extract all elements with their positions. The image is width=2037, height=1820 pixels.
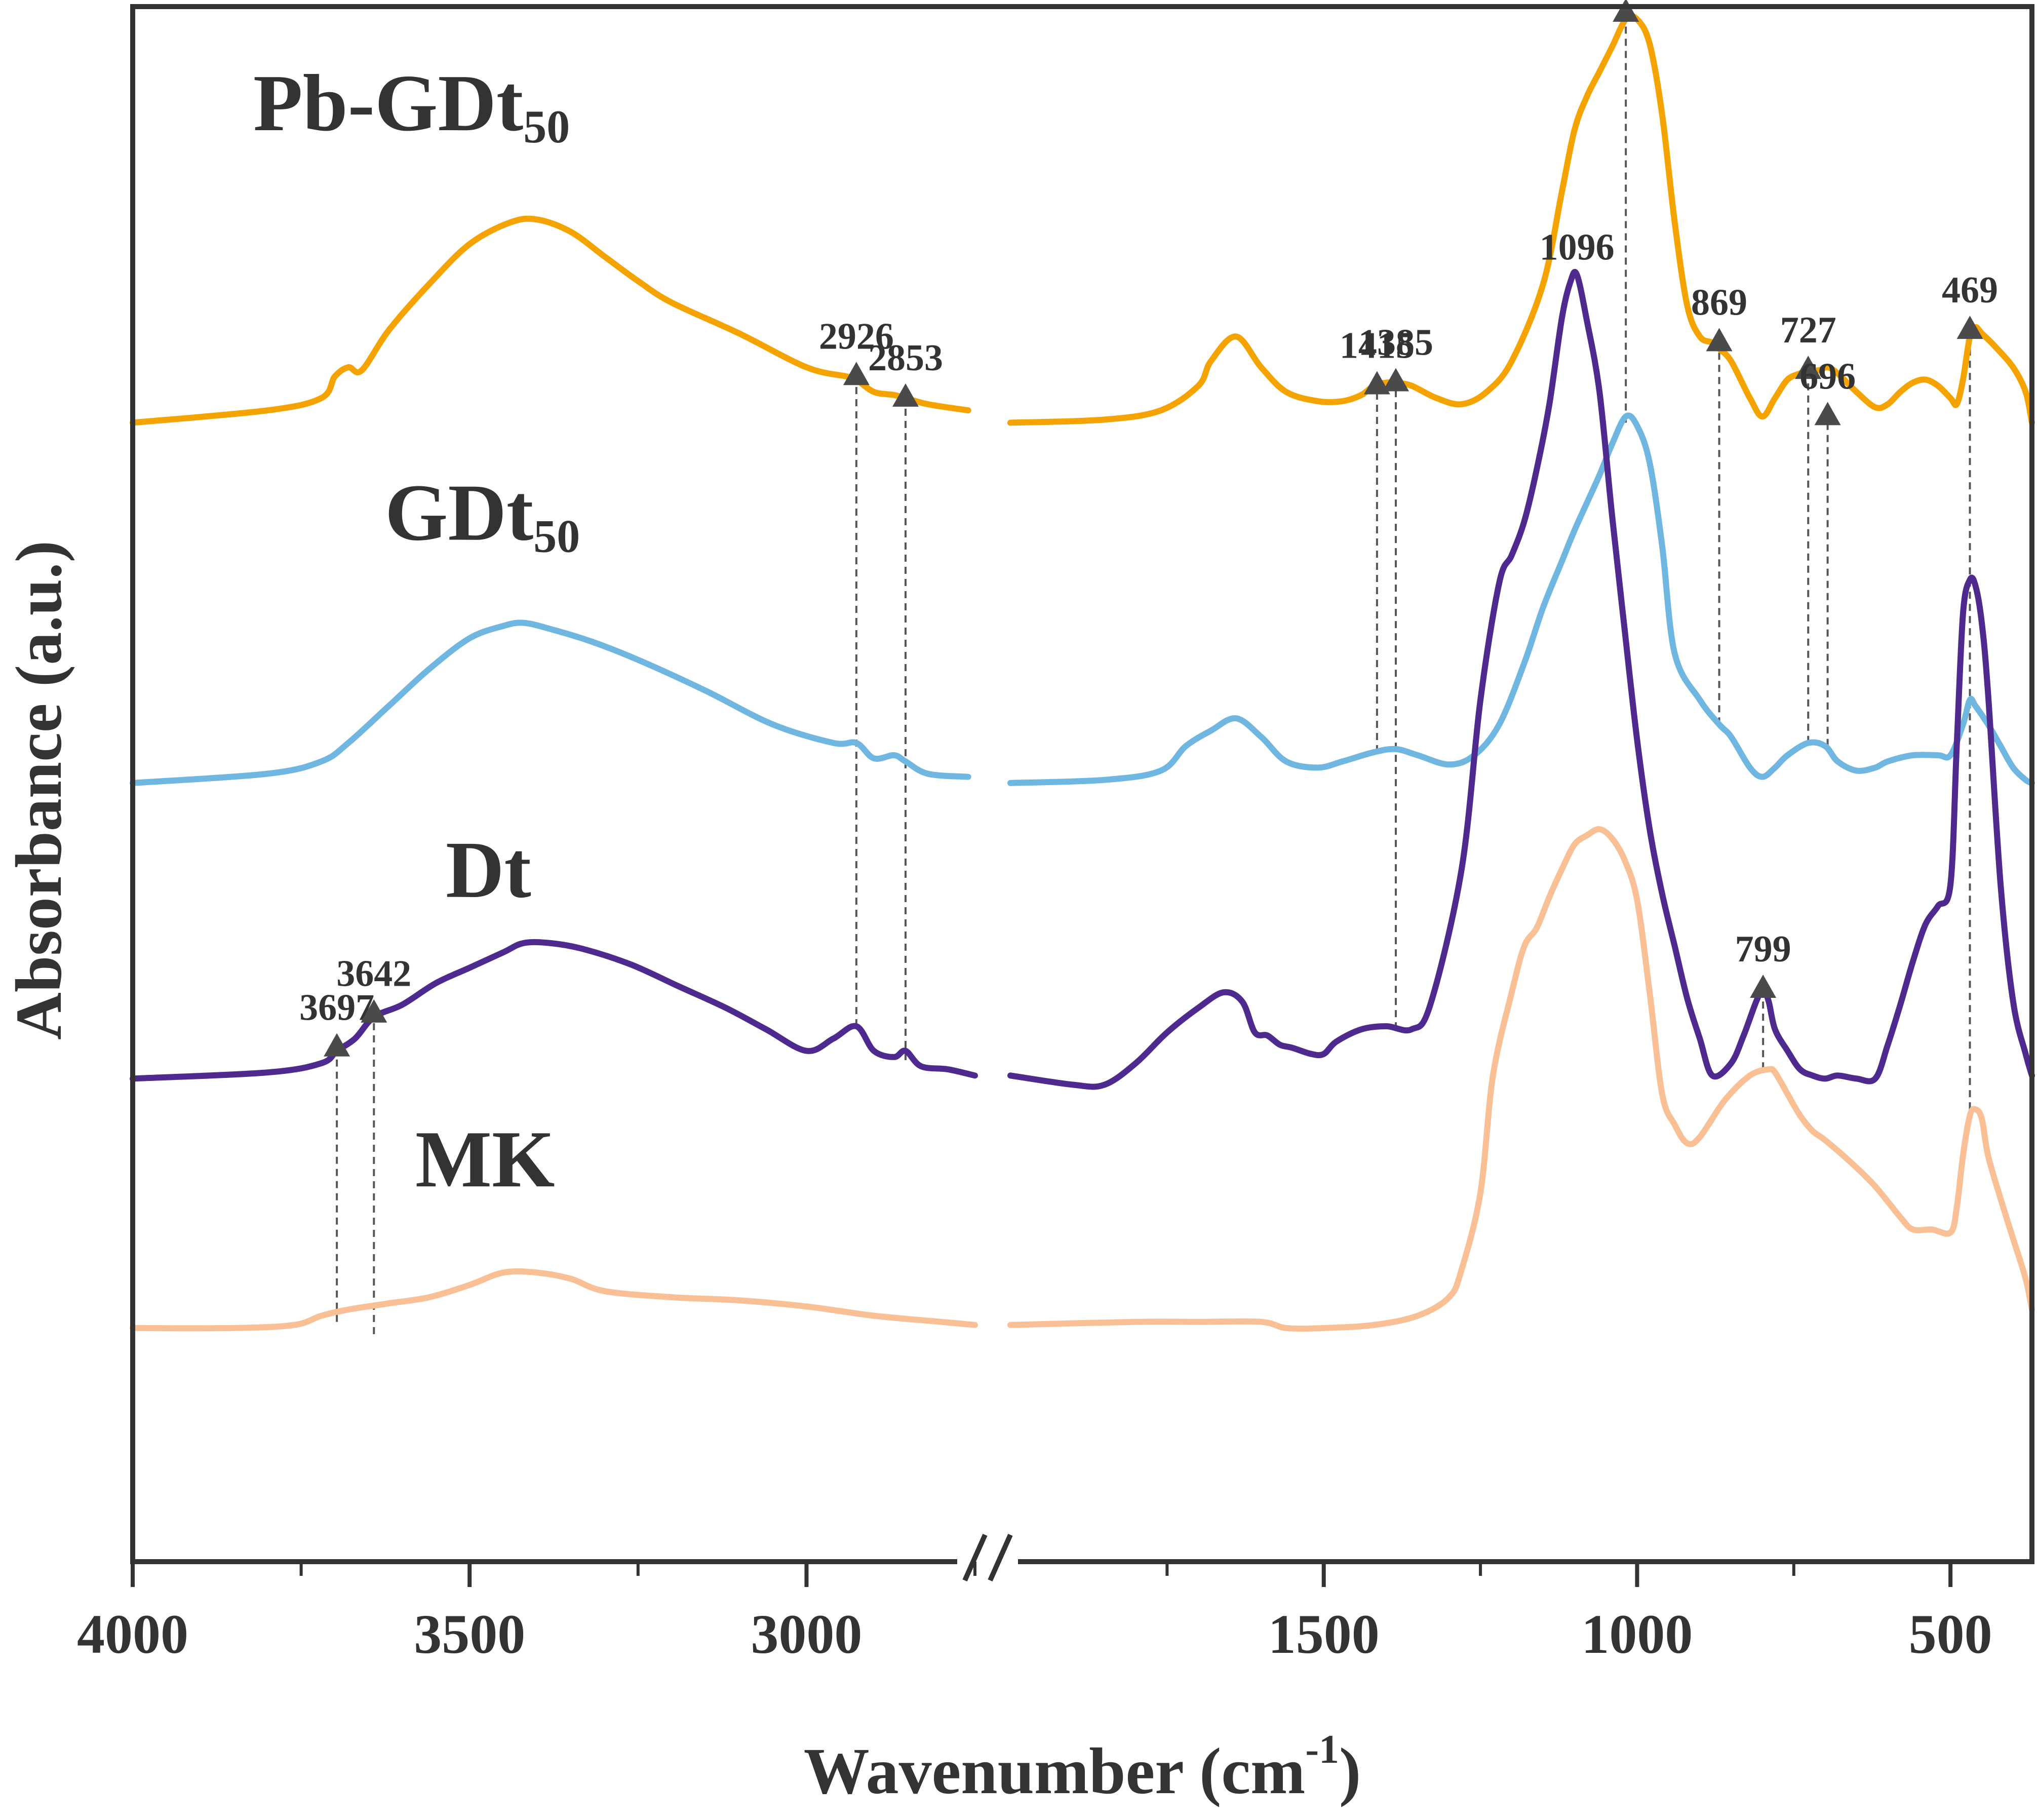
series-label-subscript-gdt: 50 — [533, 510, 580, 562]
series-line-pb-gdt-low — [1007, 13, 2035, 426]
plot-frame — [130, 4, 2034, 1564]
x-tick-label-500: 500 — [1909, 1603, 1992, 1665]
peak-arrow-3697 — [324, 1033, 350, 1057]
peak-label-727: 727 — [1780, 309, 1836, 351]
x-axis-title-text: Wavenumber (cm — [804, 1735, 1306, 1808]
series-label-subscript-pb-gdt: 50 — [523, 101, 570, 152]
peak-label-2926: 2926 — [819, 316, 894, 357]
peak-guides — [336, 20, 1971, 1334]
peak-arrow-869 — [1706, 328, 1733, 352]
peak-label-1385: 1385 — [1358, 322, 1433, 363]
peak-markers: 3697364229262853141513851018109686972769… — [299, 0, 1998, 1057]
peak-arrow-1018 — [1613, 0, 1639, 22]
peak-arrow-696 — [1814, 402, 1841, 425]
axis-break-mark-left — [962, 1533, 988, 1582]
peak-arrow-2853 — [892, 383, 919, 407]
peak-label-696: 696 — [1799, 356, 1856, 397]
peak-arrow-469 — [1956, 316, 1983, 339]
y-axis-title: Absorbance (a.u.) — [3, 540, 75, 1040]
spectrum-lines — [130, 13, 2035, 1332]
peak-arrow-3642 — [361, 999, 387, 1023]
series-label-text-gdt: GDt — [385, 467, 533, 557]
axis-break-mark-right — [988, 1533, 1013, 1582]
x-axis-title-exponent: -1 — [1305, 1727, 1339, 1772]
peak-arrow-799 — [1750, 975, 1777, 998]
x-axis-title-close: ) — [1339, 1735, 1361, 1808]
series-label-text-pb-gdt: Pb-GDt — [253, 58, 523, 148]
series-line-dt-low — [1007, 269, 2035, 1090]
series-label-text-dt: Dt — [446, 825, 531, 915]
series-line-gdt-high — [130, 619, 971, 786]
x-tick-label-1500: 1500 — [1268, 1603, 1380, 1665]
peak-label-3642: 3642 — [336, 953, 411, 995]
series-line-pb-gdt-high — [130, 215, 971, 426]
series-label-gdt: GDt50 — [385, 467, 580, 562]
peak-arrow-1385 — [1383, 368, 1409, 392]
series-label-pb-gdt: Pb-GDt50 — [253, 58, 570, 152]
peak-arrow-727 — [1795, 356, 1822, 379]
series-label-text-mk: MK — [415, 1114, 555, 1204]
x-tick-label-3500: 3500 — [414, 1603, 525, 1665]
x-tick-label-3000: 3000 — [751, 1603, 862, 1665]
peak-label-1096: 1096 — [1540, 227, 1615, 268]
peak-label-799: 799 — [1735, 928, 1791, 970]
peak-label-2853: 2853 — [868, 337, 943, 379]
series-line-dt-high — [130, 939, 978, 1082]
peak-arrow-2926 — [843, 362, 870, 385]
peak-label-1415: 1415 — [1340, 325, 1415, 367]
axes — [130, 4, 2034, 1585]
series-line-gdt-low — [1007, 412, 2035, 786]
series-line-mk-low — [1007, 826, 2035, 1332]
series-label-dt: Dt — [446, 825, 531, 915]
peak-arrow-1415 — [1363, 371, 1390, 395]
peak-label-469: 469 — [1942, 269, 1998, 311]
x-tick-label-1000: 1000 — [1581, 1603, 1693, 1665]
x-tick-label-4000: 4000 — [77, 1603, 188, 1665]
x-ticks: 4000 3500 3000 1500 1000 500 — [77, 1562, 1992, 1665]
series-label-mk: MK — [415, 1114, 555, 1204]
series-line-mk-high — [130, 1268, 978, 1332]
peak-label-869: 869 — [1691, 282, 1747, 323]
x-axis-title: Wavenumber (cm-1) — [804, 1727, 1361, 1808]
